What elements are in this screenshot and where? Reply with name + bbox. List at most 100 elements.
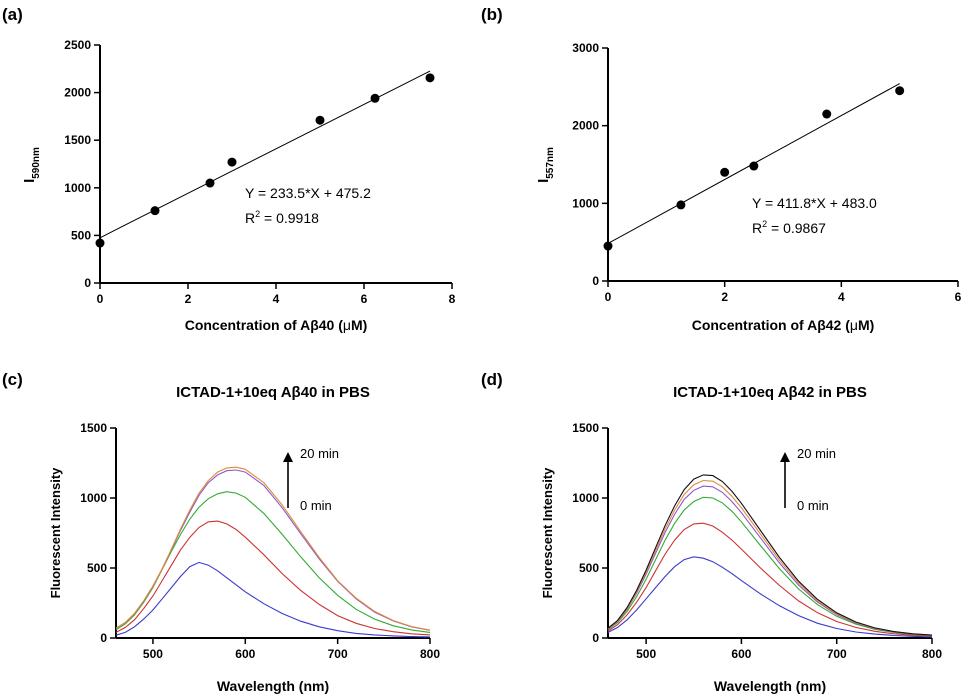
panel-label: (c) [2,370,23,389]
y-axis-label: Fluorescent Intensity [48,467,63,599]
data-point [749,161,759,171]
x-axis-label: Concentration of Aβ40 (μM) [185,317,368,333]
r2-value: = 0.9918 [260,210,319,226]
x-tick-label: 0 [97,292,104,306]
r2-value: = 0.9867 [767,220,826,236]
series-line-0 [607,556,933,638]
chart-title: ICTAD-1+10eq Aβ40 in PBS [176,384,370,401]
data-point [603,241,613,251]
fit-r2: R2 = 0.9867 [752,219,826,236]
y-axis-label-main: I [21,179,38,183]
y-tick-label: 1000 [64,181,91,195]
r2-symbol: R [245,210,255,226]
chart-panel-2: (c) ICTAD-1+10eq Aβ40 in PBS 500 600 700 800 0… [2,370,440,694]
x-tick-label: 800 [922,647,942,661]
x-tick-label: 2 [185,292,192,306]
fit-r2: R2 = 0.9918 [245,209,319,226]
y-axis-label-main: I [535,179,552,183]
data-point [822,109,832,119]
x-tick-label: 700 [827,647,847,661]
r2-symbol: R [752,220,762,236]
y-tick-label: 1500 [64,133,91,147]
arrow-label-top: 20 min [300,446,339,461]
data-point [95,238,105,248]
y-axis-label: Fluorescent Intensity [540,467,555,599]
y-tick-label: 1000 [80,491,107,505]
series-line-5 [607,474,933,636]
data-point [676,200,686,210]
y-tick-label: 3000 [572,41,599,55]
fit-equation: Y = 411.8*X + 483.0 [752,195,877,211]
x-axis-label: Wavelength (nm) [217,678,329,694]
series-line-1 [607,522,933,637]
panel-label: (b) [481,5,503,24]
x-tick-label: 6 [955,290,962,304]
chart-title: ICTAD-1+10eq Aβ42 in PBS [673,384,867,401]
chart-panel-0: (a) 0 2 4 6 8 0 500 1000 1500 2000 2500 Concentratio… [2,5,456,333]
data-point [370,93,380,103]
x-tick-label: 8 [449,292,456,306]
data-point [895,86,905,96]
y-tick-label: 0 [592,631,599,645]
data-point [227,157,237,167]
series-line-0 [115,561,431,638]
x-tick-label: 600 [731,647,751,661]
arrow-label-bottom: 0 min [797,498,829,513]
x-tick-label: 500 [143,647,163,661]
data-point [150,206,160,216]
data-point [720,167,730,177]
data-point [205,178,215,188]
x-axis-label-unit: M) [351,317,367,333]
panel-label: (d) [481,370,503,389]
y-tick-label: 1500 [572,421,599,435]
chart-panel-1: (b) 0 2 4 6 0 1000 2000 3000 Concentration of Aβ4… [481,5,962,333]
x-axis-label-unit: M) [858,317,874,333]
x-tick-label: 4 [273,292,280,306]
series-line-2 [607,496,933,637]
y-tick-label: 1000 [572,196,599,210]
r2-superscript: 2 [762,219,767,229]
series-line-1 [115,520,431,636]
x-axis-label: Concentration of Aβ42 (μM) [692,317,875,333]
y-axis-label-sub: 590nm [31,147,42,179]
time-arrow-head [283,452,293,462]
series-line-2 [115,491,431,633]
y-tick-label: 1000 [572,491,599,505]
x-tick-label: 2 [721,290,728,304]
arrow-label-top: 20 min [797,446,836,461]
x-axis-label: Wavelength (nm) [714,678,826,694]
x-tick-label: 0 [605,290,612,304]
x-tick-label: 500 [636,647,656,661]
y-axis-label-sub: 557nm [545,147,556,179]
x-tick-label: 700 [328,647,348,661]
y-tick-label: 500 [87,561,107,575]
x-axis-label-mu: μ [850,317,858,333]
x-axis-label-text: Concentration of Aβ40 ( [185,317,343,333]
y-tick-label: 2000 [572,119,599,133]
y-tick-label: 2000 [64,86,91,100]
data-point [315,115,325,125]
y-axis-label: I590nm [21,147,42,183]
x-tick-label: 4 [838,290,845,304]
y-tick-label: 0 [100,631,107,645]
data-point [425,73,435,83]
panel-label: (a) [2,5,23,24]
series-line-4 [607,479,933,636]
x-axis-label-mu: μ [343,317,351,333]
y-tick-label: 2500 [64,38,91,52]
arrow-label-bottom: 0 min [300,498,332,513]
y-tick-label: 500 [71,228,91,242]
x-tick-label: 800 [420,647,440,661]
chart-panel-3: (d) ICTAD-1+10eq Aβ42 in PBS 500 600 700 800 0… [481,370,942,694]
series-line-3 [607,485,933,636]
y-tick-label: 0 [592,274,599,288]
y-tick-label: 0 [84,276,91,290]
r2-superscript: 2 [255,209,260,219]
x-tick-label: 600 [235,647,255,661]
x-tick-label: 6 [361,292,368,306]
series-line-4 [115,466,431,631]
y-tick-label: 1500 [80,421,107,435]
fit-equation: Y = 233.5*X + 475.2 [245,185,371,201]
y-axis-label: I557nm [535,147,556,183]
